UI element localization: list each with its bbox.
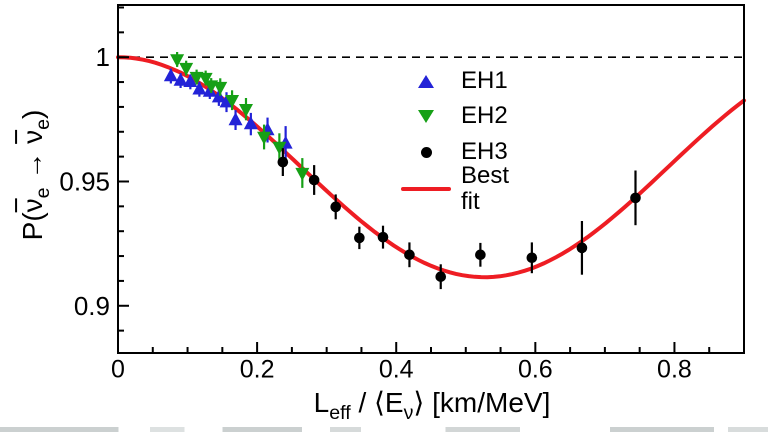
eh2-marker (179, 62, 194, 76)
series-eh2 (170, 52, 310, 188)
eh1-marker (173, 72, 188, 86)
subscript-nu: ν (403, 401, 414, 424)
eh3-marker (526, 252, 538, 264)
legend-label-eh1: EH1 (461, 67, 508, 94)
x-title-part: / ⟨E (350, 387, 404, 418)
eh1-marker (163, 68, 178, 82)
series-eh3 (277, 148, 641, 290)
plot-frame (117, 4, 745, 354)
y-title-part: ) (17, 109, 49, 119)
eh2-marker (272, 141, 287, 155)
x-axis-title: Leff / ⟨Eν⟩ [km/MeV] (314, 386, 551, 425)
eh1-marker (243, 116, 258, 130)
series-eh1 (163, 68, 293, 161)
eh2-marker (225, 95, 240, 109)
y-tick-label: 0.9 (74, 291, 110, 321)
eh3-marker (576, 242, 588, 254)
eh3-marker (475, 249, 486, 261)
x-title-part: L (313, 387, 330, 418)
eh3-marker (354, 232, 365, 244)
eh3-marker (277, 156, 289, 168)
x-axis-ticks: 0 0.2 0.4 0.6 0.8 (111, 342, 711, 384)
eh2-marker (238, 103, 253, 117)
x-title-part: ⟩ [km/MeV] (413, 387, 551, 418)
legend-label-eh2: EH2 (461, 102, 508, 129)
eh1-triangle-up-icon (418, 74, 434, 88)
eh2-marker (198, 72, 213, 86)
eh1-marker (228, 112, 243, 126)
bottom-edge-artifact (0, 427, 768, 432)
eh3-marker (330, 201, 342, 213)
eh1-marker (211, 89, 226, 103)
x-tick-label: 0.6 (518, 356, 553, 384)
subscript-e: e (31, 118, 54, 130)
eh3-circle-icon (420, 146, 432, 158)
legend-label-eh3: EH3 (461, 138, 508, 165)
eh3-marker (435, 271, 447, 282)
subscript-e: e (31, 187, 54, 199)
nu-bar-symbol: ν (17, 129, 49, 144)
y-tick-label: 1 (96, 42, 110, 72)
eh1-marker (192, 81, 207, 95)
legend-label-best-fit: Best fit (461, 162, 510, 215)
eh2-marker (213, 81, 228, 95)
eh3-marker (377, 231, 389, 243)
eh2-triangle-down-icon (418, 109, 434, 123)
eh2-marker (295, 167, 310, 181)
eh3-marker (308, 174, 320, 186)
x-tick-label: 0.2 (240, 356, 275, 384)
y-title-part: P( (17, 212, 49, 241)
x-tick-label: 0.8 (657, 356, 692, 384)
y-axis-ticks: 0.9 0.95 1 (59, 6, 129, 332)
eh2-marker (257, 131, 272, 145)
y-axis-title: P(νe → νe) (17, 110, 55, 241)
y-tick-label: 0.95 (59, 166, 110, 196)
eh1-marker (183, 74, 198, 88)
arrow-symbol: → (17, 143, 49, 188)
x-tick-label: 0 (111, 356, 125, 384)
nu-bar-symbol: ν (17, 198, 49, 213)
eh3-marker (630, 192, 641, 204)
best-fit-line-icon (401, 187, 451, 191)
eh3-marker (404, 249, 415, 261)
subscript-eff: eff (329, 401, 351, 424)
x-tick-label: 0.4 (379, 356, 414, 384)
eh2-marker (170, 54, 185, 68)
